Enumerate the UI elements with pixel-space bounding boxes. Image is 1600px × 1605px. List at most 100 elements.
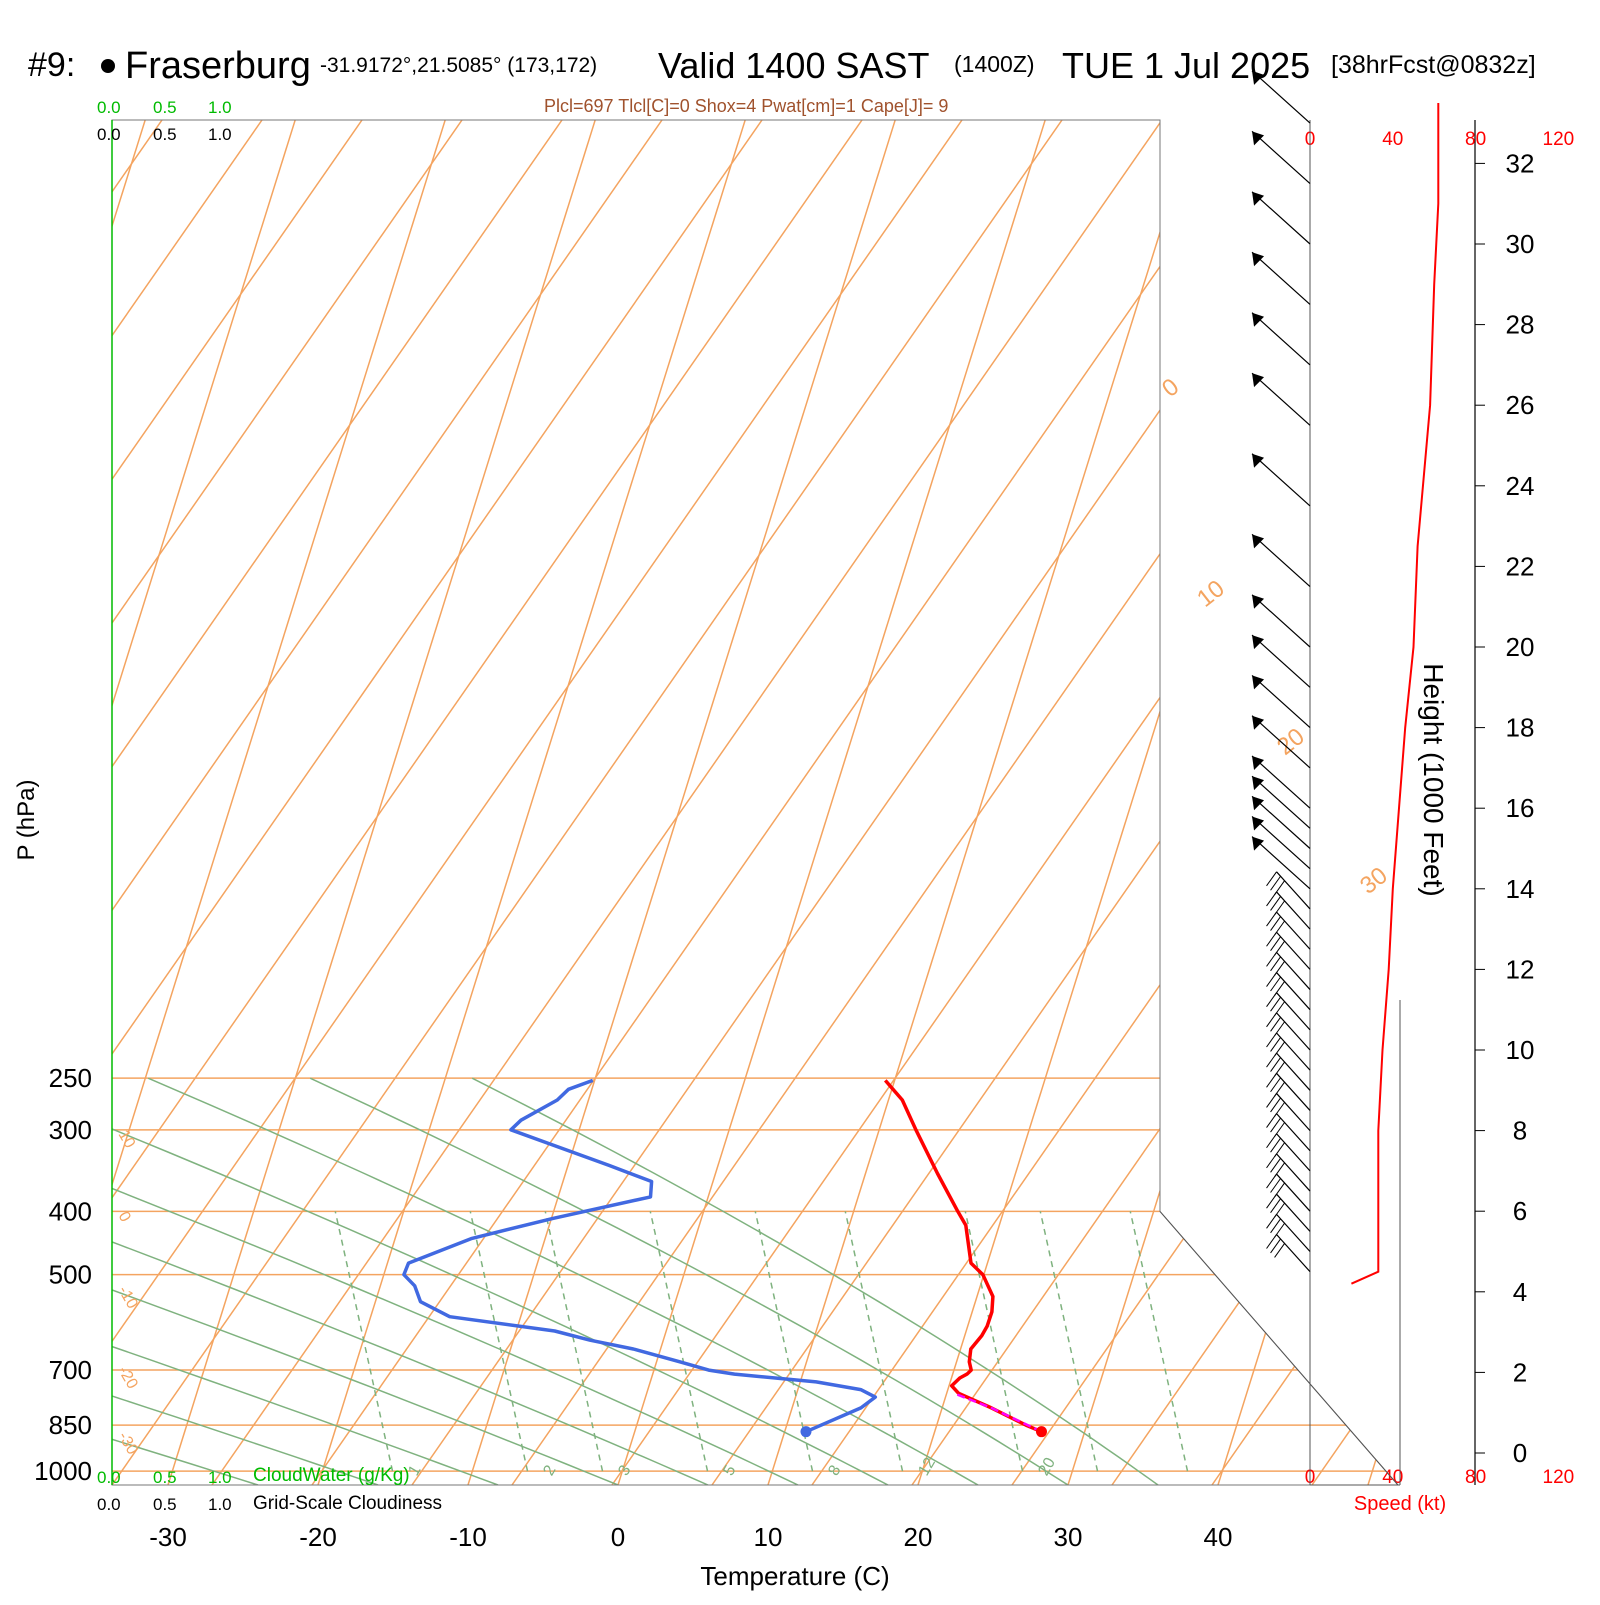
- speed-tick-label-top: 80: [1465, 129, 1486, 150]
- wind-barb-feather: [1274, 880, 1285, 896]
- dry-adiabat-line: [211, 120, 1163, 1485]
- dry-adiabat-line: [112, 120, 763, 1485]
- isotherm-label-left: 10: [115, 1127, 139, 1151]
- parcel-profile-line: [953, 1392, 1043, 1433]
- x-tick-label: 30: [1054, 1522, 1083, 1552]
- wind-barb-feather: [1274, 1021, 1285, 1037]
- mixing-ratio-label: 8: [825, 1462, 844, 1478]
- height-tick-label: 14: [1506, 874, 1535, 904]
- dry-adiabat-line: [611, 120, 1398, 1485]
- isotherm-line: [317, 120, 746, 1485]
- moist-adiabat-line: [112, 1077, 259, 1485]
- wind-barb-flag: [1252, 715, 1265, 730]
- isotherm-line: [167, 120, 596, 1485]
- wind-barb-feather: [1270, 996, 1281, 1012]
- dry-adiabat-line: [1311, 120, 1398, 1485]
- dry-adiabat-line: [711, 120, 1398, 1485]
- wind-barb-feather: [1274, 981, 1285, 996]
- mixing-ratio-line: [1129, 1211, 1189, 1472]
- wind-barb-staff: [1251, 775, 1311, 829]
- wind-barb-flag: [1252, 252, 1265, 267]
- wind-barb-feather: [1270, 1198, 1281, 1213]
- moist-adiabat-line: [112, 1077, 709, 1485]
- height-tick-label: 0: [1513, 1438, 1527, 1468]
- wind-barb-feather: [1274, 900, 1285, 916]
- x-tick-label: -10: [449, 1522, 487, 1552]
- moist-adiabat-line: [112, 1077, 799, 1485]
- dry-adiabat-line: [1211, 120, 1398, 1485]
- speed-tick-label-bottom: 80: [1465, 1467, 1486, 1488]
- wind-barb-staff: [1276, 1193, 1311, 1232]
- wind-barb-flag: [1252, 453, 1265, 468]
- wind-barb-feather: [1270, 936, 1281, 951]
- wind-barb-staff: [1251, 191, 1311, 245]
- cloudiness-tick-bottom-1: 0.5: [153, 1495, 177, 1514]
- isotherm-label-left: -10: [115, 1283, 141, 1312]
- wind-barb-feather: [1270, 875, 1281, 891]
- moist-adiabat-line: [112, 1077, 499, 1485]
- x-tick-label: 40: [1204, 1522, 1233, 1552]
- mixing-ratio-line: [1039, 1211, 1099, 1472]
- valid-date: TUE 1 Jul 2025: [1062, 45, 1310, 86]
- cloudiness-tick-top-0: 0.0: [97, 125, 121, 144]
- mixing-ratio-line: [844, 1211, 904, 1472]
- wind-barb-flag: [1252, 594, 1265, 609]
- station-name: Fraserburg: [125, 45, 311, 87]
- cloudwater-tick-bottom-1: 0.5: [153, 1468, 177, 1487]
- moist-adiabat-line: [112, 1077, 619, 1485]
- pressure-tick-label: 500: [49, 1260, 92, 1290]
- wind-barb-staff: [1276, 1153, 1311, 1192]
- wind-barb-feather: [1274, 940, 1285, 956]
- x-tick-label: 10: [754, 1522, 783, 1552]
- dry-adiabat-line: [112, 120, 463, 1485]
- wind-barb-feather: [1274, 1222, 1285, 1238]
- x-tick-label: 20: [904, 1522, 933, 1552]
- dry-adiabat-line: [311, 120, 1263, 1485]
- isotherm-line: [112, 120, 296, 1485]
- wind-barb-feather: [1270, 956, 1281, 972]
- wind-barb-staff: [1276, 972, 1311, 1011]
- sounding-profiles: [402, 1078, 1047, 1438]
- cloudiness-tick-top-1: 0.5: [153, 125, 177, 144]
- speed-tick-label-top: 40: [1382, 129, 1403, 150]
- height-axis-title: Height (1000 Feet): [1418, 663, 1449, 896]
- wind-barb-flag: [1252, 191, 1265, 206]
- height-tick-label: 16: [1506, 793, 1535, 823]
- wind-barb-feather: [1274, 1182, 1285, 1198]
- wind-barb-staff: [1276, 911, 1311, 950]
- dry-adiabat-line: [112, 120, 563, 1485]
- isotherm-label-right: 10: [1192, 575, 1230, 613]
- valid-time: Valid 1400 SAST: [658, 45, 930, 86]
- mixing-ratio-line: [964, 1211, 1024, 1472]
- speed-tick-label-top: 120: [1543, 129, 1575, 150]
- x-tick-label: -30: [149, 1522, 187, 1552]
- cloudwater-label: CloudWater (g/Kg): [253, 1465, 410, 1486]
- isotherm-line: [467, 120, 896, 1485]
- moist-adiabat-line: [471, 1077, 1159, 1485]
- station-dot-icon: [101, 59, 115, 73]
- isotherm-line: [112, 120, 446, 1485]
- dry-adiabat-line: [112, 120, 363, 1485]
- height-tick-label: 6: [1513, 1196, 1527, 1226]
- wind-barb-staff: [1276, 931, 1311, 970]
- cloudiness-label: Grid-Scale Cloudiness: [253, 1493, 442, 1514]
- wind-barb-staff: [1251, 816, 1311, 870]
- isotherm-label-right: 20: [1272, 723, 1310, 761]
- wind-barb-feather: [1274, 1162, 1285, 1178]
- cloudiness-tick-bottom-0: 0.0: [97, 1495, 121, 1514]
- station-coords: -31.9172°,21.5085° (173,172): [320, 54, 597, 77]
- temperature-profile-line: [883, 1079, 1043, 1434]
- isotherm-label-right: 0: [1157, 373, 1184, 403]
- moist-adiabat-line: [112, 1077, 379, 1485]
- speed-axis-title: Speed (kt): [1354, 1493, 1446, 1515]
- dry-adiabat-line: [112, 120, 963, 1485]
- valid-zulu: (1400Z): [954, 51, 1035, 77]
- cloudwater-tick-bottom-2: 1.0: [208, 1468, 232, 1487]
- pressure-tick-label: 250: [49, 1063, 92, 1093]
- pressure-tick-label: 400: [49, 1196, 92, 1226]
- cloudwater-tick-top-0: 0.0: [97, 98, 121, 117]
- cloudiness-tick-top-2: 1.0: [208, 125, 232, 144]
- height-tick-label: 12: [1506, 954, 1535, 984]
- isotherm-label-left: -20: [115, 1363, 141, 1392]
- wind-barb-flag: [1252, 776, 1265, 791]
